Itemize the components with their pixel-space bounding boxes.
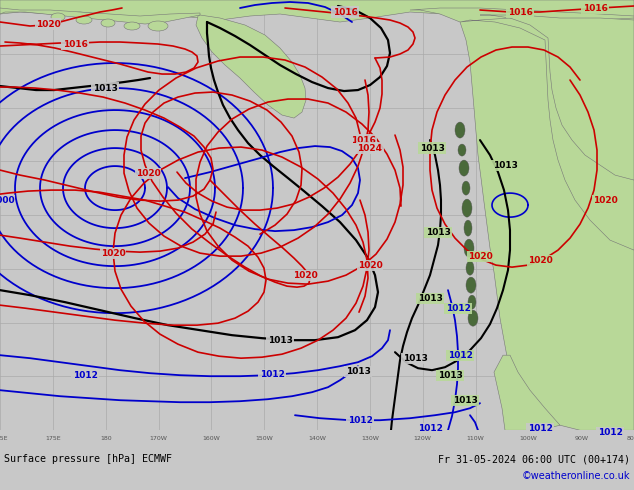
Text: 1016: 1016 <box>333 7 358 17</box>
Text: 150W: 150W <box>256 436 273 441</box>
Text: 1016: 1016 <box>351 136 375 145</box>
Polygon shape <box>410 8 634 430</box>
Text: 1016: 1016 <box>583 3 607 13</box>
Text: 1012: 1012 <box>259 369 285 379</box>
Polygon shape <box>0 0 634 28</box>
Ellipse shape <box>466 261 474 275</box>
Ellipse shape <box>464 239 474 257</box>
Text: 1013: 1013 <box>420 144 444 152</box>
Polygon shape <box>196 15 306 118</box>
Text: 1000: 1000 <box>0 196 15 205</box>
Polygon shape <box>460 18 634 250</box>
Text: 1012: 1012 <box>347 416 372 425</box>
Ellipse shape <box>455 122 465 138</box>
Text: 1012: 1012 <box>418 424 443 433</box>
Text: 1016: 1016 <box>63 40 87 49</box>
Text: 1012: 1012 <box>446 304 470 313</box>
Polygon shape <box>480 15 634 180</box>
Text: 1020: 1020 <box>293 270 318 280</box>
Text: 1012: 1012 <box>598 428 623 437</box>
Ellipse shape <box>148 21 168 31</box>
Text: 1012: 1012 <box>72 371 98 380</box>
Text: 1016: 1016 <box>508 7 533 17</box>
Text: 110W: 110W <box>467 436 484 441</box>
Text: 1020: 1020 <box>358 261 382 270</box>
Text: 1013: 1013 <box>425 228 450 237</box>
Text: 1013: 1013 <box>493 161 517 170</box>
Ellipse shape <box>459 160 469 176</box>
Text: 140W: 140W <box>308 436 326 441</box>
Text: 1024: 1024 <box>358 144 382 152</box>
Ellipse shape <box>462 181 470 195</box>
Ellipse shape <box>458 144 466 156</box>
Text: 1013: 1013 <box>93 84 117 93</box>
Text: 1020: 1020 <box>101 248 126 258</box>
Text: 170W: 170W <box>150 436 167 441</box>
Text: Surface pressure [hPa] ECMWF: Surface pressure [hPa] ECMWF <box>4 454 172 464</box>
Text: 1013: 1013 <box>418 294 443 303</box>
Text: ©weatheronline.co.uk: ©weatheronline.co.uk <box>522 471 630 481</box>
Text: 1020: 1020 <box>468 252 493 261</box>
Text: 175E: 175E <box>45 436 61 441</box>
Ellipse shape <box>101 19 115 27</box>
Text: Fr 31-05-2024 06:00 UTC (00+174): Fr 31-05-2024 06:00 UTC (00+174) <box>438 454 630 464</box>
Text: 1012: 1012 <box>527 424 552 433</box>
Text: 1020: 1020 <box>527 256 552 265</box>
Polygon shape <box>0 8 200 24</box>
Text: 1013: 1013 <box>403 354 427 363</box>
Text: 1012: 1012 <box>448 351 472 360</box>
Text: 1013: 1013 <box>346 367 370 376</box>
Text: 130W: 130W <box>361 436 378 441</box>
Ellipse shape <box>466 277 476 293</box>
Text: 1013: 1013 <box>453 396 477 405</box>
Ellipse shape <box>464 220 472 236</box>
Ellipse shape <box>51 13 65 21</box>
Ellipse shape <box>124 22 140 30</box>
Text: 165E: 165E <box>0 436 8 441</box>
Text: 1020: 1020 <box>593 196 618 205</box>
Text: 80W: 80W <box>627 436 634 441</box>
Text: 1013: 1013 <box>268 336 292 344</box>
Text: 1020: 1020 <box>36 20 60 28</box>
Ellipse shape <box>462 199 472 217</box>
Text: 160W: 160W <box>202 436 220 441</box>
Text: 120W: 120W <box>414 436 432 441</box>
Text: 100W: 100W <box>519 436 537 441</box>
Text: 1013: 1013 <box>437 371 462 380</box>
Text: 90W: 90W <box>574 436 588 441</box>
Text: 1020: 1020 <box>136 169 160 177</box>
Polygon shape <box>494 355 560 430</box>
Ellipse shape <box>468 310 478 326</box>
Text: 180: 180 <box>100 436 112 441</box>
Ellipse shape <box>76 16 92 24</box>
Ellipse shape <box>468 295 476 309</box>
